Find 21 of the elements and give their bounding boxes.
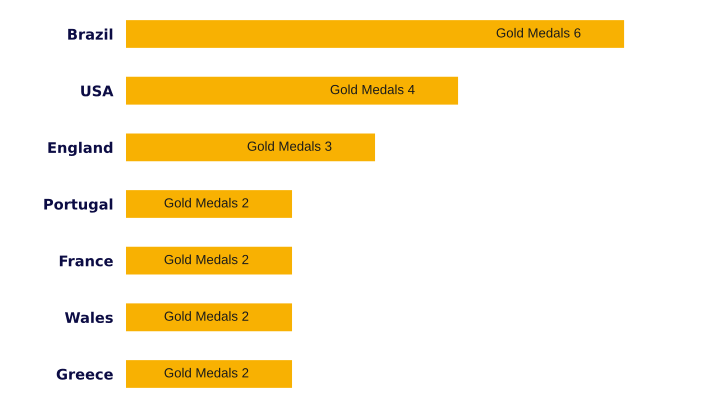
bar — [126, 190, 292, 218]
bar — [126, 133, 376, 162]
data-label: Gold Medals 2 — [164, 198, 248, 208]
data-label: Gold Medals 2 — [164, 368, 248, 378]
data-label: Gold Medals 3 — [248, 141, 332, 151]
y-tick-label: France — [60, 256, 113, 266]
bar — [126, 76, 458, 105]
bar — [126, 303, 292, 332]
y-tick-label: England — [48, 142, 112, 156]
data-label: Gold Medals 2 — [164, 311, 248, 321]
y-tick-label: Greece — [56, 368, 113, 380]
data-label: Gold Medals 4 — [330, 84, 415, 94]
bar — [126, 246, 292, 275]
data-label: Gold Medals 6 — [496, 28, 580, 38]
bar — [126, 360, 292, 388]
data-label: Gold Medals 2 — [164, 254, 248, 264]
bar — [126, 20, 624, 48]
y-tick-label: Portugal — [44, 198, 112, 213]
y-tick-label: USA — [81, 85, 114, 96]
y-tick-label: Wales — [64, 312, 113, 324]
y-tick-label: Brazil — [68, 28, 112, 40]
